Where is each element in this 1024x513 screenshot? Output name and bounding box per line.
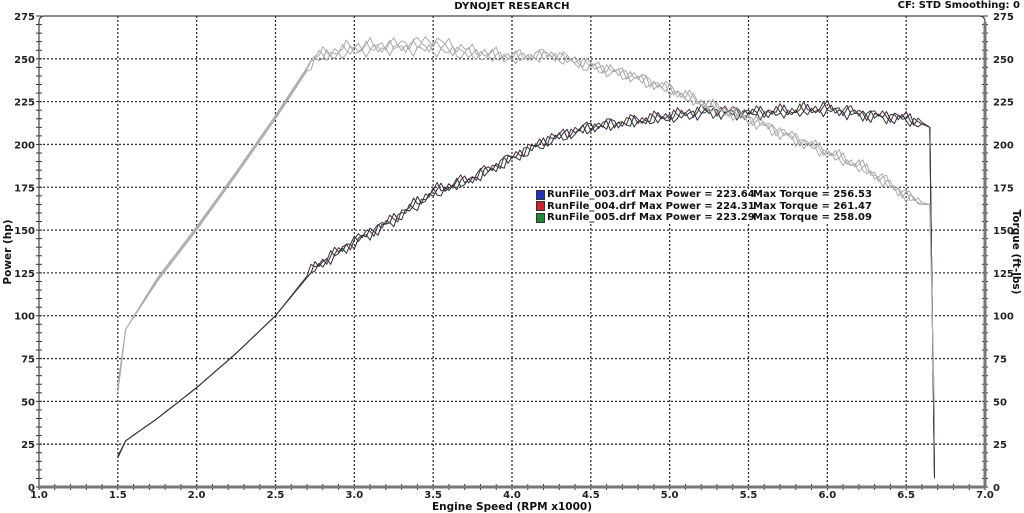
svg-text:6.5: 6.5: [897, 490, 915, 501]
svg-text:75: 75: [993, 355, 1007, 366]
torque-curve-4: [117, 36, 935, 419]
y-right-axis-title: Torque (ft-lbs): [1010, 210, 1022, 295]
svg-text:1.0: 1.0: [30, 490, 48, 501]
svg-text:125: 125: [993, 269, 1014, 280]
svg-text:5.0: 5.0: [661, 490, 679, 501]
svg-text:0: 0: [993, 483, 1000, 494]
svg-text:3.5: 3.5: [424, 490, 442, 501]
svg-text:100: 100: [993, 312, 1014, 323]
power-curve-3: [117, 103, 935, 479]
svg-text:125: 125: [14, 269, 35, 280]
legend-item-runfile-003: RunFile_003.drf Max Power = 223.64 Max T…: [536, 189, 872, 201]
legend-power-label: RunFile_004.drf Max Power = 224.31: [547, 200, 755, 212]
legend: RunFile_003.drf Max Power = 223.64 Max T…: [536, 189, 872, 224]
axes: [36, 15, 988, 490]
svg-text:5.5: 5.5: [740, 490, 758, 501]
svg-text:2.5: 2.5: [267, 490, 285, 501]
legend-swatch-blue: [536, 189, 545, 200]
legend-torque-label: Max Torque = 258.09: [753, 212, 872, 223]
svg-text:250: 250: [993, 55, 1014, 66]
svg-text:150: 150: [993, 226, 1014, 237]
legend-power-label: RunFile_003.drf Max Power = 223.64: [547, 189, 755, 200]
torque-curve-5: [117, 39, 935, 419]
legend-item-runfile-005: RunFile_005.drf Max Power = 223.29 Max T…: [536, 212, 872, 224]
svg-text:175: 175: [993, 183, 1014, 194]
legend-swatch-red: [536, 201, 545, 212]
tick-labels: 1.0 1.5 2.0 2.5 3.0 3.5 4.0 4.5 5.0 5.5 6.0 6.5 7.00…: [14, 12, 1014, 501]
power-curve-4: [117, 99, 935, 479]
torque-curve-3: [117, 44, 935, 419]
svg-text:1.5: 1.5: [109, 490, 127, 501]
svg-text:6.0: 6.0: [818, 490, 836, 501]
legend-torque-label: Max Torque = 256.53: [753, 189, 872, 200]
legend-item-runfile-004: RunFile_004.drf Max Power = 224.31 Max T…: [536, 201, 872, 213]
svg-text:150: 150: [14, 226, 35, 237]
svg-text:200: 200: [14, 140, 35, 151]
svg-text:50: 50: [21, 397, 35, 408]
y-left-axis-title: Power (hp): [2, 219, 14, 284]
svg-text:4.5: 4.5: [582, 490, 600, 501]
legend-swatch-green: [536, 212, 545, 223]
x-axis-title: Engine Speed (RPM x1000): [432, 501, 592, 513]
svg-text:25: 25: [21, 440, 35, 451]
svg-text:200: 200: [993, 140, 1014, 151]
svg-text:275: 275: [993, 12, 1014, 23]
svg-text:75: 75: [21, 355, 35, 366]
grid-lines: [39, 16, 985, 487]
data-series: [117, 36, 935, 479]
svg-text:225: 225: [993, 98, 1014, 109]
svg-text:7.0: 7.0: [976, 490, 994, 501]
svg-text:225: 225: [14, 98, 35, 109]
chart-title: DYNOJET RESEARCH: [454, 1, 570, 12]
svg-text:275: 275: [14, 12, 35, 23]
svg-text:25: 25: [993, 440, 1007, 451]
power-curve-5: [117, 101, 935, 479]
svg-text:250: 250: [14, 55, 35, 66]
svg-text:4.0: 4.0: [503, 490, 521, 501]
svg-text:100: 100: [14, 312, 35, 323]
svg-text:3.0: 3.0: [345, 490, 363, 501]
svg-text:2.0: 2.0: [188, 490, 206, 501]
legend-power-label: RunFile_005.drf Max Power = 223.29: [547, 212, 755, 223]
svg-text:50: 50: [993, 397, 1007, 408]
svg-text:0: 0: [28, 483, 35, 494]
svg-text:175: 175: [14, 183, 35, 194]
legend-torque-label: Max Torque = 261.47: [753, 200, 872, 212]
correction-factor-info: CF: STD Smoothing: 0: [897, 0, 1020, 11]
